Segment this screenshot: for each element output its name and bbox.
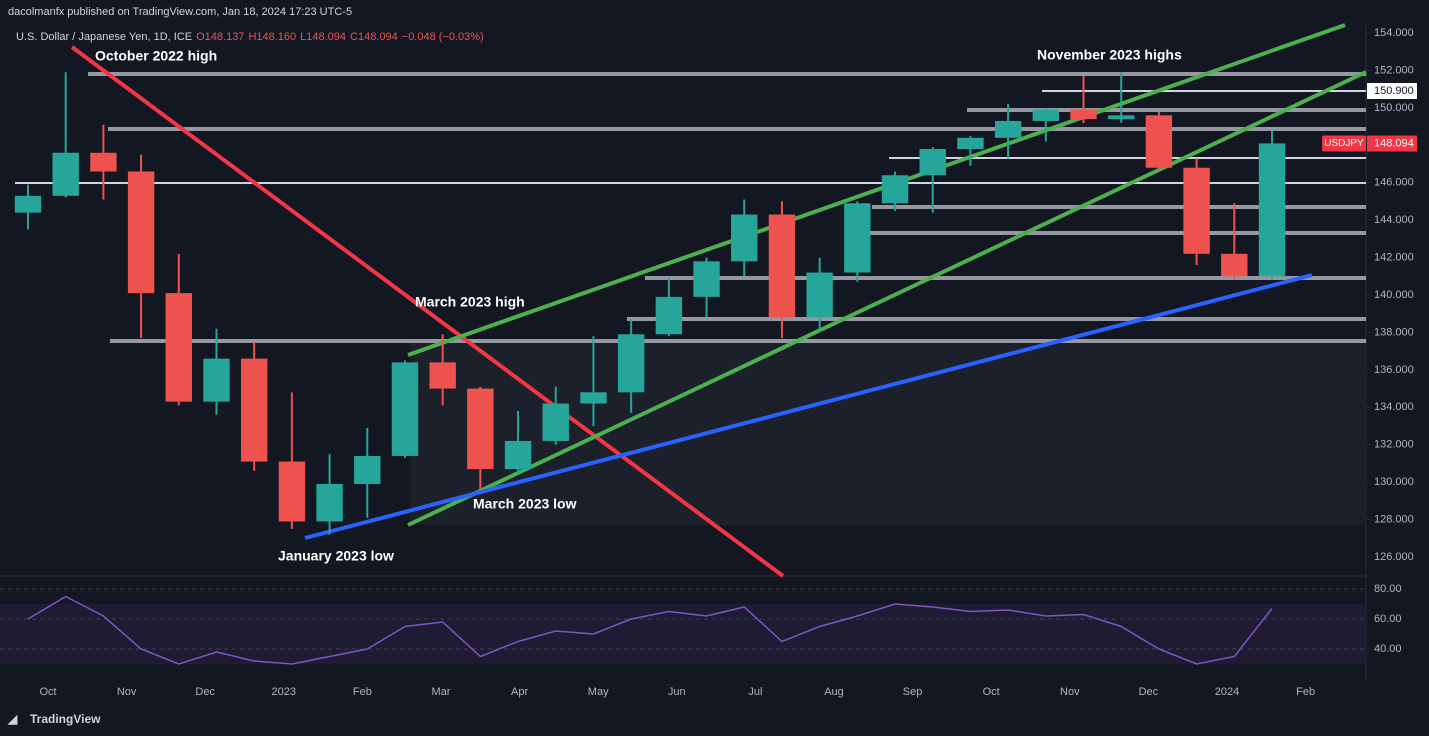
logo: ◢ (7, 712, 18, 726)
candle-body (957, 137, 984, 150)
candle-body (1070, 109, 1097, 120)
trendline (70, 45, 785, 578)
candle-body (693, 261, 720, 297)
x-tick-label: Apr (511, 686, 528, 698)
y-tick-label: 132.000 (1374, 439, 1414, 451)
x-tick-label: Oct (39, 686, 56, 698)
candle-body (14, 195, 42, 213)
y-tick-label: 40.00 (1374, 643, 1402, 655)
candle-body (1032, 109, 1060, 121)
candle-body (240, 358, 268, 462)
level-tag (1367, 83, 1417, 100)
candle-body (391, 362, 419, 456)
annotation: March 2023 low (473, 496, 577, 512)
candle-body (806, 272, 833, 318)
candle-body (203, 358, 230, 402)
candle-body (504, 440, 532, 470)
y-tick-label: 146.000 (1374, 177, 1414, 189)
x-tick-label: Dec (195, 686, 215, 698)
ticker-tag (1322, 135, 1366, 152)
candle-body (655, 296, 683, 335)
publisher: dacolmanfx published on TradingView.com,… (8, 6, 352, 18)
candle-body (994, 120, 1022, 138)
y-tick-label: 136.000 (1374, 364, 1414, 376)
x-tick-label: Oct (983, 686, 1000, 698)
y-tick-label: 134.000 (1374, 401, 1414, 413)
levels (15, 72, 1366, 343)
candle-body (919, 149, 946, 176)
candle-body (542, 403, 569, 441)
x-tick-label: Feb (353, 686, 372, 698)
x-tick-label: Jul (748, 686, 762, 698)
candle-body (316, 484, 343, 522)
y-tick-label: 60.00 (1374, 613, 1402, 625)
candle-body (52, 152, 79, 196)
candle-body (127, 171, 155, 294)
candle-body (429, 362, 456, 389)
y-tick-label: 150.000 (1374, 102, 1414, 114)
annotation: March 2023 high (415, 294, 525, 310)
annotation: November 2023 highs (1037, 47, 1182, 63)
x-tick-label: Nov (1060, 686, 1080, 698)
candle-body (90, 152, 117, 172)
x-tick-label: Feb (1296, 686, 1315, 698)
y-tick-label: 152.000 (1374, 64, 1414, 76)
candle-body (467, 388, 494, 470)
range-box (410, 340, 1366, 525)
annotation: October 2022 high (95, 48, 217, 64)
x-tick-label: 2023 (272, 686, 296, 698)
y-tick-label: 144.000 (1374, 214, 1414, 226)
ohlc-value: C148.094 (350, 31, 398, 43)
candle-body (617, 334, 645, 393)
candle-body (844, 203, 871, 273)
x-tick-label: Mar (432, 686, 451, 698)
ohlc-value: −0.048 (−0.03%) (402, 31, 484, 43)
candle-body (165, 293, 192, 402)
ohlc-value: H148.160 (248, 31, 296, 43)
candle-body (1108, 115, 1135, 120)
x-tick-label: 2024 (1215, 686, 1239, 698)
symbol: U.S. Dollar / Japanese Yen, 1D, ICE (16, 31, 192, 43)
x-tick-label: Nov (117, 686, 137, 698)
candle-body (1145, 115, 1173, 168)
trendline (304, 273, 1313, 540)
y-tick-label: 128.000 (1374, 513, 1414, 525)
candle-body (354, 455, 381, 485)
y-tick-label: 138.000 (1374, 326, 1414, 338)
candle-body (1221, 253, 1248, 277)
x-tick-label: Jun (668, 686, 686, 698)
candle-body (580, 392, 607, 404)
footer: TradingView (30, 712, 101, 726)
candle-body (881, 175, 909, 204)
x-tick-label: May (588, 686, 609, 698)
candle-body (731, 214, 758, 262)
candle-body (278, 461, 306, 522)
y-tick-label: 154.000 (1374, 27, 1414, 39)
rsi-line (27, 595, 1273, 665)
x-tick-label: Dec (1139, 686, 1159, 698)
candle-body (1258, 143, 1286, 277)
last-price-label: 148.094 (1374, 137, 1414, 149)
ohlc-value: O148.137 (196, 31, 244, 43)
y-tick-label: 126.000 (1374, 551, 1414, 563)
y-tick-label: 130.000 (1374, 476, 1414, 488)
last-price-tag (1367, 135, 1417, 152)
y-tick-label: 140.000 (1374, 289, 1414, 301)
level-tag-label: 150.900 (1374, 85, 1414, 97)
ohlc-value: L148.094 (300, 31, 346, 43)
channel-line (407, 70, 1367, 527)
candle-body (1183, 167, 1210, 254)
y-tick-label: 142.000 (1374, 251, 1414, 263)
annotation: January 2023 low (278, 548, 394, 564)
channel-line (407, 23, 1346, 357)
candle-body (768, 214, 796, 318)
x-tick-label: Sep (903, 686, 923, 698)
ticker-label: USDJPY (1324, 138, 1364, 149)
x-tick-label: Aug (824, 686, 844, 698)
y-tick-label: 80.00 (1374, 583, 1402, 595)
